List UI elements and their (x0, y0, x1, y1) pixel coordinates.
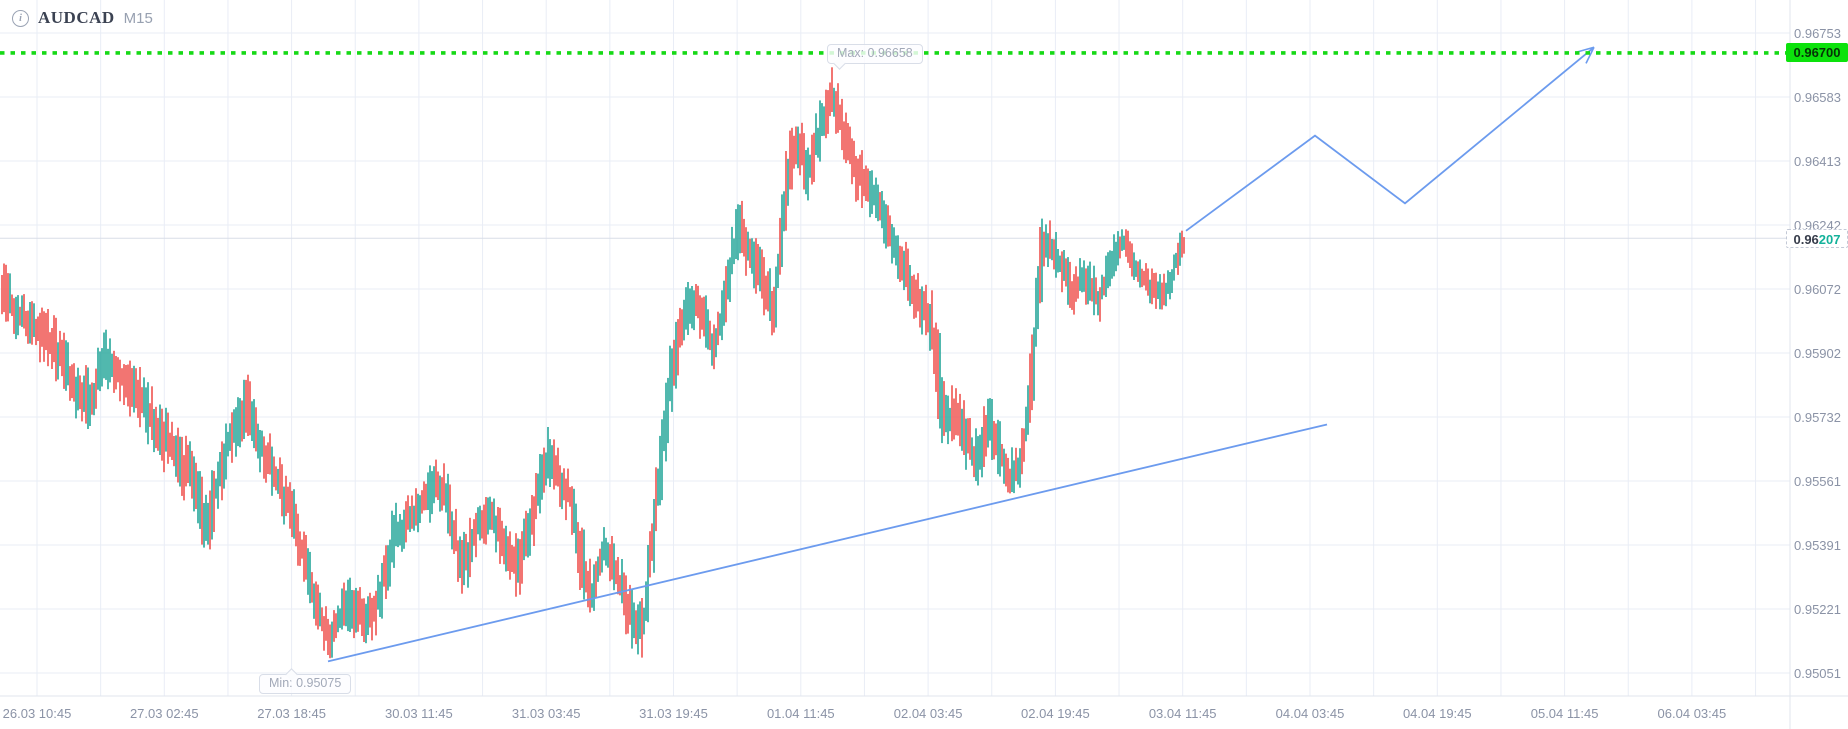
price-tick: 0.95221 (1794, 602, 1841, 617)
price-tick: 0.95902 (1794, 346, 1841, 361)
price-tick: 0.95732 (1794, 410, 1841, 425)
price-tick: 0.95051 (1794, 666, 1841, 681)
price-tick: 0.96413 (1794, 154, 1841, 169)
symbol-title: AUDCAD (38, 8, 115, 27)
price-tick: 0.95561 (1794, 474, 1841, 489)
time-label: 06.04 03:45 (1657, 706, 1727, 721)
time-label: 02.04 19:45 (1021, 706, 1090, 721)
time-label: 02.04 03:45 (893, 706, 963, 721)
price-tick: 0.96753 (1794, 26, 1841, 41)
price-tick: 0.95391 (1794, 538, 1841, 553)
current-price-decimals: 207 (1818, 231, 1841, 247)
time-label: 31.03 03:45 (511, 706, 581, 721)
candles (1, 67, 1185, 659)
current-price-main: 0.96 (1793, 231, 1819, 247)
forecast-arrowhead (1576, 46, 1595, 53)
time-label: 03.04 11:45 (1148, 706, 1217, 721)
time-label: 30.03 11:45 (385, 706, 453, 721)
time-label: 01.04 11:45 (766, 706, 835, 721)
time-label: 04.04 03:45 (1275, 706, 1345, 721)
max-tooltip-text: Max: 0.96658 (837, 45, 913, 60)
time-label: 05.04 11:45 (1530, 706, 1599, 721)
info-icon[interactable]: i (12, 9, 29, 27)
support-trendline (327, 423, 1328, 663)
chart-header: i AUDCAD M15 (12, 8, 153, 28)
current-price-badge: 0.96207 (1786, 228, 1848, 248)
forecast-arrowhead (1585, 46, 1595, 64)
time-label: 04.04 19:45 (1402, 706, 1472, 721)
price-tick: 0.96583 (1794, 90, 1841, 105)
time-label: 26.03 10:45 (2, 706, 72, 721)
min-price-tooltip: Min: 0.95075 (259, 668, 352, 694)
max-price-tooltip: Max: 0.96658 (827, 43, 923, 70)
time-label: 31.03 19:45 (639, 706, 708, 721)
target-price-badge: 0.96700 (1786, 43, 1848, 63)
timeframe-label: M15 (123, 9, 153, 27)
price-tick: 0.96072 (1794, 282, 1841, 297)
forecast-line (1185, 46, 1595, 232)
time-label: 27.03 02:45 (129, 706, 199, 721)
time-label: 27.03 18:45 (257, 706, 326, 721)
min-tooltip-text: Min: 0.95075 (269, 675, 342, 690)
